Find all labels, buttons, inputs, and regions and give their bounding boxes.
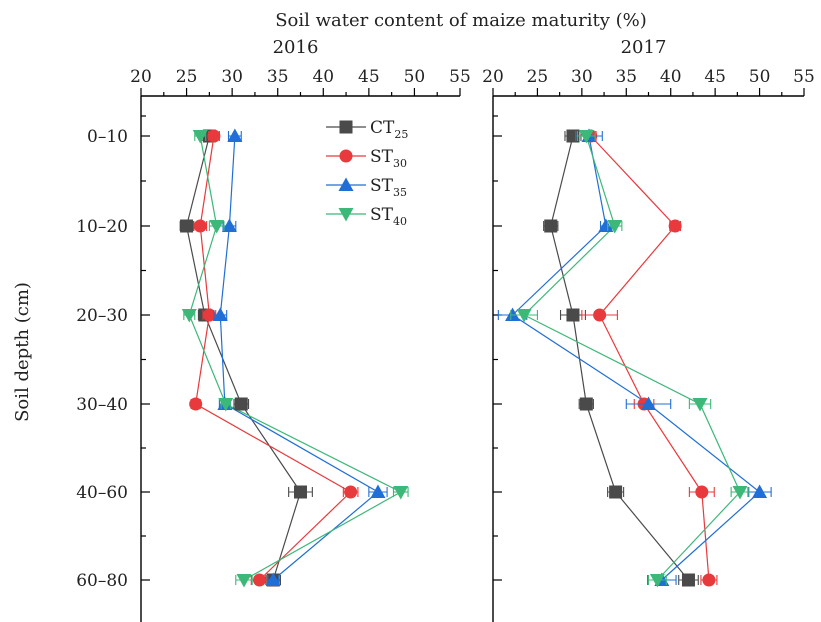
x-tick-label-2016: 50 bbox=[404, 67, 426, 87]
data-point-ST40 bbox=[181, 309, 197, 323]
data-point-ST30 bbox=[252, 573, 266, 587]
x-tick-label-2016: 40 bbox=[312, 67, 334, 87]
data-point-ST35 bbox=[752, 484, 768, 498]
data-point-ST35 bbox=[641, 396, 656, 410]
x-tick-label-2017: 55 bbox=[793, 67, 815, 87]
series-line-ST40-2017 bbox=[523, 135, 741, 581]
panel-year-label-2016: 2016 bbox=[273, 37, 319, 58]
chart-title: Soil water content of maize maturity (%) bbox=[275, 10, 647, 31]
data-point-ST30 bbox=[702, 573, 716, 587]
data-point-ST30 bbox=[695, 485, 709, 499]
legend-subscript-ST30: 30 bbox=[393, 157, 407, 170]
data-point-CT bbox=[681, 573, 695, 587]
data-point-ST40 bbox=[578, 130, 594, 144]
data-point-CT bbox=[609, 485, 623, 499]
series-line-ST30-2017 bbox=[590, 135, 710, 581]
data-point-ST40 bbox=[393, 486, 409, 500]
data-point-ST35 bbox=[212, 307, 228, 321]
legend-label-CT: CT25 bbox=[370, 118, 408, 141]
data-point-CT bbox=[566, 129, 580, 143]
y-axis-label: Soil depth (cm) bbox=[12, 282, 33, 422]
data-point-ST30 bbox=[207, 129, 221, 143]
legend-label-ST30: ST30 bbox=[370, 147, 407, 170]
x-tick-label-2017: 30 bbox=[571, 67, 593, 87]
legend-subscript-CT: 25 bbox=[394, 128, 408, 141]
panel-2016: 2016 20 25 30 35 40 45 50 55 bbox=[130, 37, 471, 622]
data-point-ST40 bbox=[607, 220, 623, 234]
y-tick-label: 40–60 bbox=[76, 483, 128, 503]
data-point-CT bbox=[579, 397, 593, 411]
x-tick-label-2016: 35 bbox=[267, 67, 289, 87]
data-point-ST35 bbox=[221, 218, 237, 232]
x-tick-label-2016: 45 bbox=[358, 67, 380, 87]
series-line-ST30-2016 bbox=[195, 135, 352, 581]
y-tick-label: 20–30 bbox=[76, 306, 128, 326]
x-tick-label-2016: 30 bbox=[221, 67, 243, 87]
x-tick-label-2017: 40 bbox=[660, 67, 682, 87]
data-point-ST40 bbox=[649, 574, 665, 588]
data-point-ST30 bbox=[344, 485, 358, 499]
series-line-ST35-2016 bbox=[219, 135, 380, 581]
legend-subscript-ST40: 40 bbox=[393, 215, 407, 228]
series-line-CT-2017 bbox=[550, 135, 689, 581]
y-tick-label: 30–40 bbox=[76, 395, 128, 415]
data-point-ST40 bbox=[192, 130, 208, 144]
data-point-CT bbox=[180, 219, 194, 233]
x-tick-label-2016: 55 bbox=[449, 67, 471, 87]
data-point-ST40 bbox=[218, 398, 234, 412]
x-tick-label-2017: 50 bbox=[749, 67, 771, 87]
data-point-ST40 bbox=[516, 309, 532, 323]
data-point-CT bbox=[566, 308, 580, 322]
data-point-ST30 bbox=[189, 397, 203, 411]
legend-marker-ST30 bbox=[339, 149, 353, 163]
legend-label-ST40: ST40 bbox=[370, 205, 407, 228]
data-point-CT bbox=[544, 219, 558, 233]
data-point-CT bbox=[234, 397, 248, 411]
x-tick-label-2017: 20 bbox=[482, 67, 504, 87]
x-tick-label-2017: 45 bbox=[704, 67, 726, 87]
data-point-ST40 bbox=[209, 220, 225, 234]
data-point-ST30 bbox=[202, 308, 216, 322]
legend-marker-ST35 bbox=[338, 177, 354, 191]
legend: CT25 ST30 ST35 ST40 bbox=[326, 118, 408, 228]
data-point-ST35 bbox=[598, 218, 614, 232]
legend-marker-CT bbox=[339, 120, 353, 134]
plot-layer: 2016 20 25 30 35 40 45 50 55 2017 20 25 30 35 40 45 50 55… bbox=[76, 37, 815, 622]
data-point-ST40 bbox=[692, 398, 708, 412]
data-point-ST30 bbox=[668, 219, 682, 233]
legend-label-ST35: ST35 bbox=[370, 176, 407, 199]
x-tick-label-2016: 20 bbox=[130, 67, 152, 87]
x-tick-label-2017: 25 bbox=[527, 67, 549, 87]
series-line-ST35-2017 bbox=[511, 135, 761, 581]
series-line-ST40-2016 bbox=[188, 135, 403, 581]
data-point-ST35 bbox=[265, 572, 281, 586]
panel-year-label-2017: 2017 bbox=[621, 37, 667, 58]
legend-marker-ST40 bbox=[338, 208, 354, 222]
data-point-ST35 bbox=[227, 128, 243, 142]
x-tick-label-2017: 35 bbox=[615, 67, 637, 87]
x-tick-label-2016: 25 bbox=[176, 67, 198, 87]
data-point-CT bbox=[294, 485, 307, 499]
data-point-ST40 bbox=[732, 486, 748, 500]
panel-2017: 2017 20 25 30 35 40 45 50 55 bbox=[482, 37, 815, 622]
data-point-ST30 bbox=[593, 308, 607, 322]
y-tick-label: 10–20 bbox=[76, 217, 128, 237]
data-point-ST35 bbox=[505, 307, 521, 321]
legend-subscript-ST35: 35 bbox=[393, 186, 407, 199]
y-tick-label: 0–10 bbox=[87, 127, 128, 147]
data-point-ST30 bbox=[193, 219, 207, 233]
data-point-ST35 bbox=[370, 484, 386, 498]
data-point-ST40 bbox=[236, 574, 252, 588]
y-tick-label: 60–80 bbox=[76, 571, 128, 591]
